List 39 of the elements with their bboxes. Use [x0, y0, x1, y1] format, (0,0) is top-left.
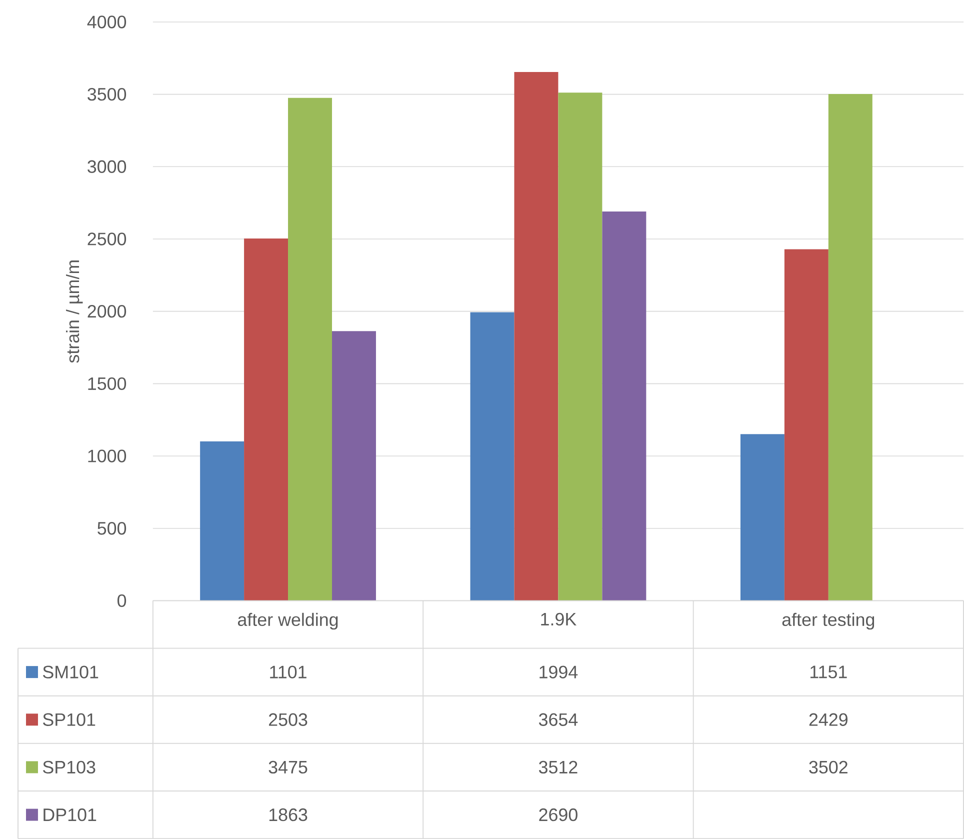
data-label: 1101: [270, 666, 306, 678]
data-label: 3475: [268, 760, 308, 774]
bar: [558, 92, 602, 601]
x-tick-label: 1.9K: [541, 612, 576, 626]
y-tick-label: 3000: [88, 160, 126, 173]
bar: [828, 94, 872, 601]
y-tick-label: 4000: [87, 16, 126, 28]
bar: [200, 441, 244, 601]
data-label: 3654: [538, 713, 578, 726]
y-tick-label: 500: [98, 522, 126, 535]
legend-label: SP103: [42, 760, 96, 774]
y-tick-label: 2000: [88, 304, 126, 318]
y-axis-title: strain / µm/m: [66, 260, 83, 363]
bar: [244, 238, 288, 601]
data-label: 2690: [539, 808, 578, 822]
data-label: 1863: [269, 808, 308, 822]
bar: [602, 211, 646, 601]
y-tick-label: 1500: [88, 377, 126, 390]
y-tick-label: 3500: [88, 88, 126, 101]
data-label: 1994: [540, 666, 578, 678]
data-label: 2429: [809, 713, 848, 726]
y-tick-label: 0: [117, 594, 126, 607]
bar: [740, 434, 784, 601]
legend-label: SP101: [42, 713, 96, 726]
data-label: 1151: [810, 666, 847, 678]
x-tick-label: after testing: [782, 612, 874, 630]
bar: [470, 312, 514, 601]
bar: [288, 98, 332, 601]
legend-label: DP101: [44, 808, 96, 822]
data-label: 3502: [809, 760, 848, 774]
bar: [514, 72, 558, 601]
bar: [332, 331, 376, 601]
y-tick-label: 2500: [88, 232, 126, 246]
y-tick-label: 1000: [88, 450, 126, 462]
data-label: 3512: [538, 760, 578, 774]
x-tick-label: after welding: [238, 612, 338, 630]
data-label: 2503: [268, 713, 308, 726]
bar: [784, 249, 828, 601]
legend-label: SM101: [42, 666, 98, 678]
